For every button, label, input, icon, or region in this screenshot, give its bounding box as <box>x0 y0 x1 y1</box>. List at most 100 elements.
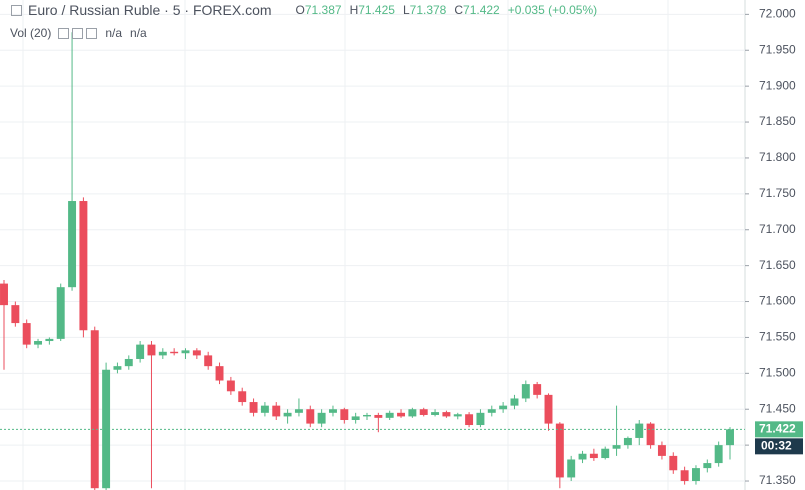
close-icon[interactable] <box>86 27 98 39</box>
candle-body <box>408 409 417 417</box>
vertical-grid <box>22 0 669 490</box>
y-tick-label: 71.600 <box>759 294 796 308</box>
candle-body <box>328 409 337 413</box>
volume-legend: Vol (20) n/a n/a <box>10 26 147 40</box>
ohlc-key: O <box>295 3 305 17</box>
collapse-icon[interactable] <box>11 4 22 16</box>
candle-body <box>726 429 734 446</box>
candle-body <box>102 369 111 489</box>
candle-body <box>385 412 394 418</box>
candle-body <box>147 344 156 356</box>
ohlc-key: H <box>349 3 359 17</box>
candle-body <box>657 445 666 456</box>
candle-body <box>22 323 31 345</box>
ohlc-value: 71.422 <box>463 3 500 17</box>
candle-body <box>680 470 689 482</box>
countdown-box <box>755 438 803 455</box>
candle-body <box>113 366 122 370</box>
candle-body <box>306 409 315 424</box>
candle-body <box>192 350 201 356</box>
ohlc-value: 71.378 <box>409 3 447 17</box>
candle-body <box>136 344 145 359</box>
candle-body <box>397 412 406 417</box>
candle-body <box>249 402 258 413</box>
candle-body <box>215 366 224 381</box>
candle-body <box>340 409 349 420</box>
candle-body <box>79 201 88 331</box>
volume-value: n/a <box>105 26 123 40</box>
y-tick-label: 71.850 <box>759 114 796 128</box>
candle-body <box>260 405 269 413</box>
ohlc-value: 71.387 <box>304 3 342 17</box>
candle-body <box>465 414 474 426</box>
candle-body <box>170 351 179 354</box>
countdown-label: 00:32 <box>761 439 792 453</box>
candle-body <box>578 453 587 460</box>
last-price-box <box>755 421 803 438</box>
y-tick-label: 71.750 <box>759 186 796 200</box>
candle-body <box>691 468 700 482</box>
volume-label[interactable]: Vol (20) <box>10 26 52 40</box>
candle-body <box>544 394 553 424</box>
candle-body <box>374 414 383 418</box>
candle-body <box>45 338 54 342</box>
y-tick-label: 71.650 <box>759 258 796 272</box>
candle-body <box>226 380 235 392</box>
candle-body <box>669 455 678 471</box>
candle-body <box>589 453 598 459</box>
candle-body <box>158 351 167 356</box>
candle-body <box>646 423 655 446</box>
candle-body <box>11 305 20 324</box>
y-tick-label: 71.350 <box>759 473 796 487</box>
candle-body <box>238 391 247 403</box>
y-tick-label: 72.000 <box>759 7 796 21</box>
y-tick-label: 71.500 <box>759 366 796 380</box>
ohlc-value: 71.425 <box>358 3 395 17</box>
candle-body <box>0 283 8 306</box>
candle-body <box>623 437 632 446</box>
candle-body <box>34 341 43 345</box>
candle-body <box>714 445 723 464</box>
ohlc-key: L <box>402 3 410 17</box>
candle-body <box>476 412 485 426</box>
candle-body <box>56 287 65 339</box>
candle-body <box>533 384 542 395</box>
candle-body <box>283 412 292 417</box>
candle-body <box>442 412 451 417</box>
candle-body <box>181 350 190 354</box>
candle-body <box>521 384 530 399</box>
candle-body <box>294 409 303 413</box>
candle-body <box>635 423 644 438</box>
candle-body <box>419 409 428 415</box>
last-price-label: 71.422 <box>759 422 796 436</box>
y-tick-label: 71.700 <box>759 222 796 236</box>
candle-body <box>90 330 99 489</box>
candle-body <box>499 405 508 410</box>
eye-icon[interactable] <box>58 27 70 39</box>
change: +0.035 (+0.05%) <box>507 3 598 17</box>
ohlc-key: C <box>454 3 464 17</box>
candle-body <box>124 358 133 367</box>
y-tick-label: 71.950 <box>759 42 796 56</box>
settings-icon[interactable] <box>72 27 84 39</box>
y-tick-label: 71.800 <box>759 150 796 164</box>
candle-body <box>601 448 610 459</box>
candle-body <box>363 414 371 417</box>
candle-body <box>68 201 77 288</box>
candle-body <box>204 355 213 367</box>
y-tick-label: 71.550 <box>759 330 796 344</box>
candle-body <box>703 463 712 469</box>
symbol-title[interactable]: Euro / Russian Ruble · 5 · FOREX.com <box>28 2 272 18</box>
volume-value: n/a <box>130 26 147 40</box>
y-tick-label: 71.450 <box>759 401 796 415</box>
candle-body <box>317 412 326 424</box>
candle-body <box>567 459 576 478</box>
candle-body <box>431 412 440 415</box>
candle-body <box>272 405 281 417</box>
candle-body <box>453 414 462 417</box>
candle-body <box>555 423 564 478</box>
candle-body <box>487 409 496 413</box>
legend-header: Euro / Russian Ruble · 5 · FOREX.com O 71… <box>8 2 597 18</box>
